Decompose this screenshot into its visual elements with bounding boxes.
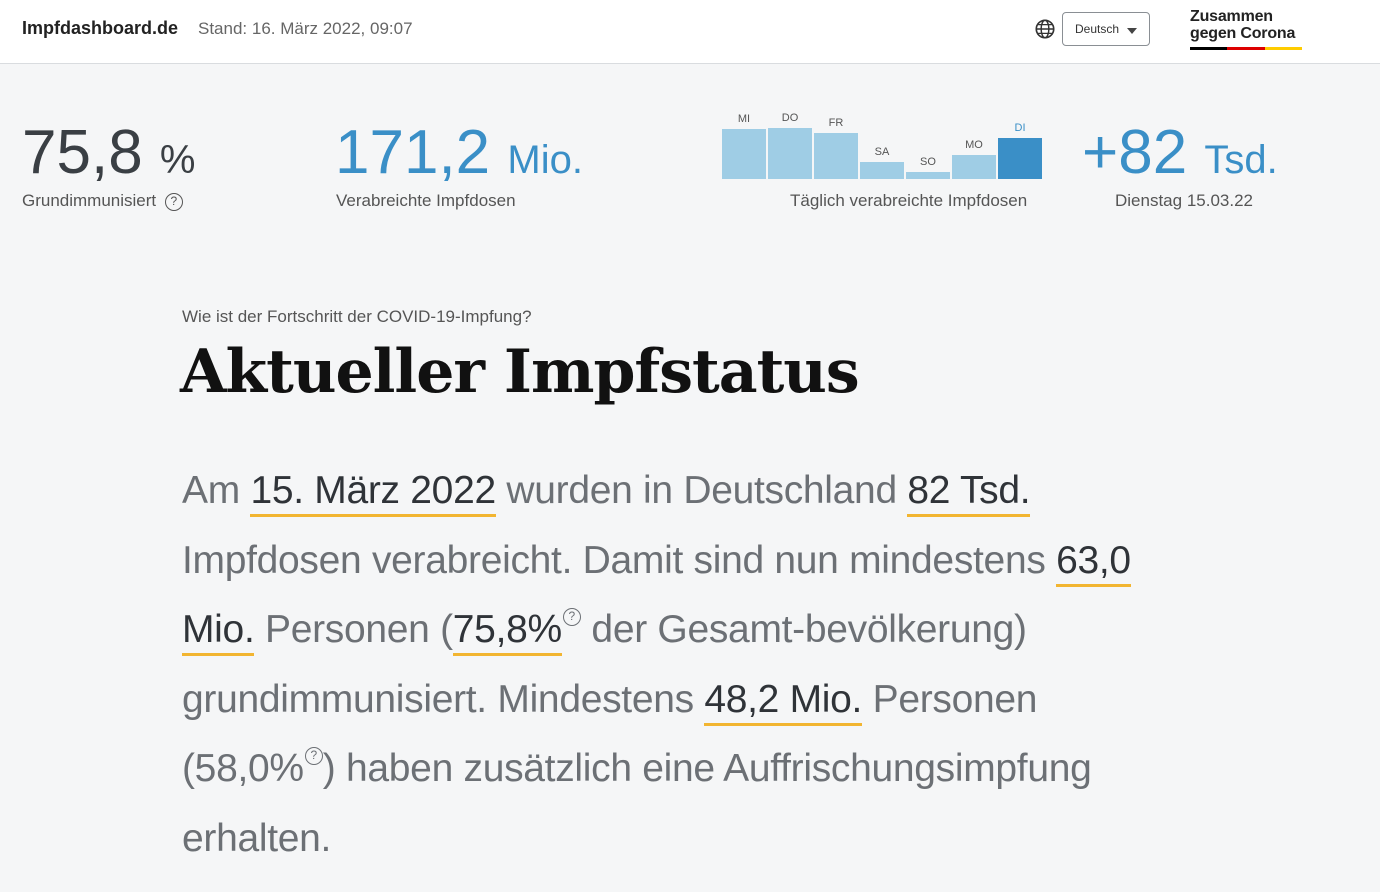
kpi-doses-label: Verabreichte Impfdosen: [336, 191, 516, 210]
language-select[interactable]: Deutsch: [1062, 12, 1150, 46]
kpi-daily-value: +82 Tsd.: [1082, 122, 1278, 191]
kpi-daily-date: Dienstag 15.03.22: [1115, 191, 1253, 210]
kpi-grundimmunisiert-number: 75,8: [22, 118, 143, 187]
kpi-doses-number: 171,2: [335, 118, 491, 187]
logo-flag-stripe: [1190, 47, 1302, 50]
kpi-grundimmunisiert-unit: %: [159, 138, 196, 182]
site-name-link[interactable]: Impfdashboard.de: [22, 18, 179, 38]
text-segment: ) haben zusätzlich eine Auffrischungsimp…: [182, 747, 1092, 860]
highlight-date: 15. März 2022: [250, 469, 496, 517]
top-header: Impfdashboard.de Stand: 16. März 2022, 0…: [0, 0, 1380, 64]
logo-line-1: Zusammen: [1190, 8, 1273, 25]
highlight-grund-percent: 75,8%: [452, 608, 562, 656]
bar-label-do: DO: [781, 112, 799, 124]
bar-mo[interactable]: [952, 155, 996, 179]
bar-di[interactable]: [998, 138, 1042, 179]
bar-so[interactable]: [906, 172, 950, 179]
page-title: Aktueller Impfstatus: [180, 337, 860, 407]
logo-line-2: gegen Corona: [1190, 25, 1296, 42]
text-segment: Personen (58,0%: [182, 677, 1038, 791]
text-segment: der Gesamt-bevölkerung) grundimmunisiert…: [182, 608, 1027, 721]
bar-do[interactable]: [768, 128, 812, 179]
chevron-down-icon: [1127, 28, 1137, 34]
kpi-grundimmunisiert-value: 75,8 %: [22, 122, 195, 191]
question-circle-icon[interactable]: ?: [562, 608, 581, 626]
kpi-doses-unit: Mio.: [507, 138, 583, 182]
highlight-booster-count: 48,2 Mio.: [704, 677, 862, 726]
bar-label-di: DI: [1014, 122, 1026, 134]
daily-doses-chart-label: Täglich verabreichte Impfdosen: [790, 191, 1028, 210]
highlight-daily-doses: 82 Tsd.: [907, 469, 1031, 517]
zusammen-gegen-corona-logo[interactable]: Zusammen gegen Corona: [1190, 8, 1304, 52]
last-updated-timestamp: Stand: 16. März 2022, 09:07: [198, 19, 413, 38]
section-kicker: Wie ist der Fortschritt der COVID-19-Imp…: [182, 307, 532, 326]
bar-mi[interactable]: [722, 129, 766, 179]
globe-icon: [1035, 19, 1055, 39]
bar-label-fr: FR: [828, 117, 844, 129]
question-circle-icon[interactable]: ?: [304, 747, 323, 765]
highlight-grund-count: 63,0 Mio.: [182, 538, 1131, 656]
kpi-daily-number: +82: [1082, 118, 1188, 187]
text-segment: Impfdosen verabreicht. Damit sind nun mi…: [182, 538, 1057, 582]
text-segment: Am: [182, 469, 251, 512]
daily-doses-bar-chart[interactable]: MI DO FR SA SO MO DI: [722, 104, 1046, 180]
bar-label-so: SO: [920, 156, 936, 168]
kpi-grundimmunisiert-label-text: Grundimmunisiert: [22, 191, 157, 210]
question-circle-icon[interactable]: ?: [164, 193, 183, 211]
bar-label-mo: MO: [965, 139, 983, 151]
bar-label-mi: MI: [737, 113, 751, 125]
language-select-value: Deutsch: [1075, 22, 1120, 36]
bar-fr[interactable]: [814, 133, 858, 179]
bar-label-sa: SA: [874, 146, 890, 158]
kpi-doses-value: 171,2 Mio.: [335, 122, 583, 191]
kpi-grundimmunisiert-label: Grundimmunisiert ?: [22, 191, 183, 211]
kpi-daily-unit: Tsd.: [1204, 138, 1278, 182]
text-segment: Personen (: [254, 608, 453, 651]
bar-sa[interactable]: [860, 162, 904, 179]
vaccination-status-paragraph: Am 15. März 2022 wurden in Deutschland 8…: [182, 456, 1142, 873]
text-segment: wurden in Deutschland: [495, 469, 908, 512]
